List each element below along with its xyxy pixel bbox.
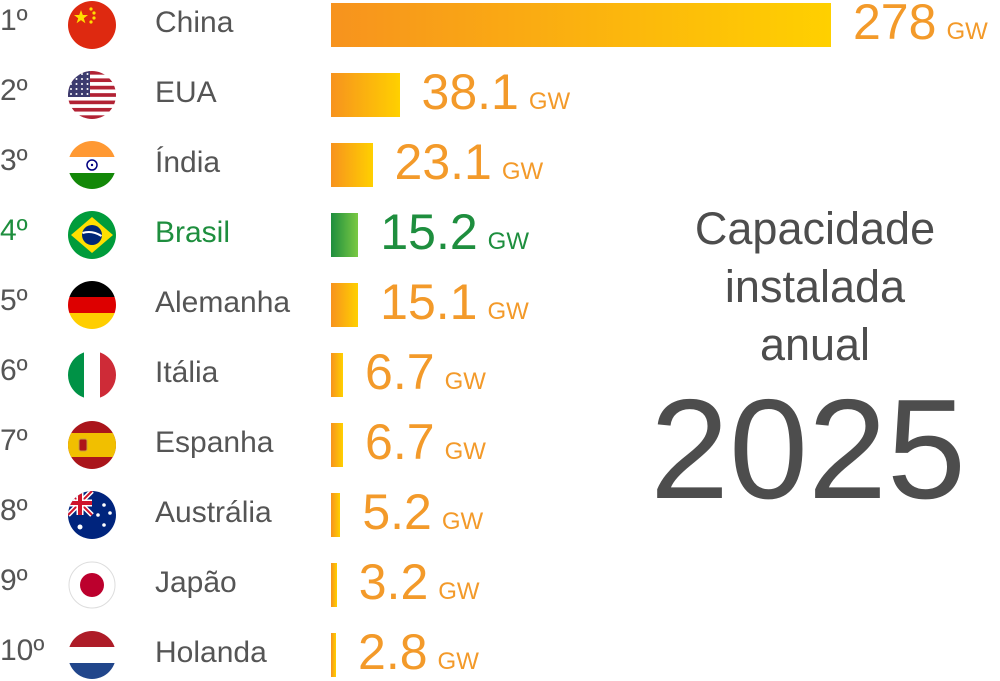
bar xyxy=(331,353,344,397)
bar xyxy=(331,283,359,327)
value-number: 15.1 xyxy=(380,274,478,330)
value-unit: GW xyxy=(528,88,571,115)
country-label: EUA xyxy=(155,76,217,109)
bar xyxy=(331,143,373,187)
value-number: 278 xyxy=(853,0,937,50)
value-unit: GW xyxy=(438,578,480,605)
value-unit: GW xyxy=(501,158,544,185)
country-label: China xyxy=(155,6,234,39)
country-label: Alemanha xyxy=(155,286,291,319)
value-label: 15.2 GW xyxy=(380,203,529,261)
value-number: 23.1 xyxy=(394,134,492,190)
rank-label: 3º xyxy=(0,144,28,177)
title-line-3: anual xyxy=(759,319,871,370)
value-label: 278 GW xyxy=(853,0,988,51)
italy-flag-icon xyxy=(68,351,116,399)
rank-label: 6º xyxy=(0,354,28,387)
rank-label: 8º xyxy=(0,494,28,527)
value-number: 5.2 xyxy=(362,484,432,540)
value-unit: GW xyxy=(487,228,529,255)
chart-title: Capacidade instalada anual xyxy=(640,200,990,374)
japan-flag-icon xyxy=(68,561,116,609)
chart-row: 6º Itália 6.7 GW xyxy=(0,344,1000,400)
rank-label: 7º xyxy=(0,424,28,457)
title-line-2: instalada xyxy=(724,261,906,312)
brazil-flag-icon xyxy=(68,211,116,259)
value-number: 6.7 xyxy=(365,344,435,400)
rank-label: 9º xyxy=(0,564,28,597)
chart-row: 5º Alemanha 15.1 GW xyxy=(0,274,1000,330)
bar xyxy=(331,73,400,117)
chart-row: 7º Espanha 6.7 GW xyxy=(0,414,1000,470)
country-label: Itália xyxy=(155,356,219,389)
value-label: 3.2 GW xyxy=(359,553,480,611)
value-unit: GW xyxy=(444,368,486,395)
value-number: 6.7 xyxy=(365,414,435,470)
chart-row: 1º China 278 GW xyxy=(0,0,1000,50)
value-number: 15.2 xyxy=(380,204,478,260)
rank-label: 4º xyxy=(0,214,28,247)
bar xyxy=(331,563,337,607)
bar xyxy=(331,213,359,257)
value-label: 38.1 GW xyxy=(422,63,571,121)
chart-row: 8º Austrália 5.2 GW xyxy=(0,484,1000,540)
value-number: 38.1 xyxy=(421,64,519,120)
value-label: 23.1 GW xyxy=(395,133,544,191)
australia-flag-icon xyxy=(68,491,116,539)
india-flag-icon xyxy=(68,141,116,189)
value-label: 6.7 GW xyxy=(365,413,486,471)
bar xyxy=(331,423,344,467)
chart-row: 9º Japão 3.2 GW xyxy=(0,554,1000,610)
value-label: 2.8 GW xyxy=(358,623,479,681)
rank-label: 5º xyxy=(0,284,28,317)
value-label: 15.1 GW xyxy=(380,273,529,331)
china-flag-icon xyxy=(68,1,116,49)
bar xyxy=(331,493,341,537)
country-label: Índia xyxy=(155,146,221,179)
country-label: Austrália xyxy=(155,496,272,529)
value-label: 5.2 GW xyxy=(362,483,483,541)
bar xyxy=(331,633,337,677)
value-number: 3.2 xyxy=(358,554,429,610)
value-unit: GW xyxy=(444,438,486,465)
chart-row: 10º Holanda 2.8 GW xyxy=(0,624,1000,680)
value-unit: GW xyxy=(437,648,479,675)
chart-row: 3º Índia 23.1 GW xyxy=(0,134,1000,190)
rank-label: 2º xyxy=(0,74,28,107)
netherlands-flag-icon xyxy=(68,631,116,679)
spain-flag-icon xyxy=(68,421,116,469)
usa-flag-icon xyxy=(68,71,116,119)
rank-label: 10º xyxy=(0,634,45,667)
value-unit: GW xyxy=(946,18,988,45)
country-label: Holanda xyxy=(155,636,267,669)
country-label: Japão xyxy=(155,566,237,599)
germany-flag-icon xyxy=(68,281,116,329)
country-label: Brasil xyxy=(155,216,231,249)
value-label: 6.7 GW xyxy=(365,343,486,401)
country-label: Espanha xyxy=(155,426,274,459)
title-line-1: Capacidade xyxy=(694,203,936,254)
value-number: 2.8 xyxy=(358,624,428,680)
value-unit: GW xyxy=(441,508,484,535)
bar xyxy=(331,3,831,47)
chart-row: 2º EUA 38.1 GW xyxy=(0,64,1000,120)
title-year: 2025 xyxy=(650,370,966,529)
value-unit: GW xyxy=(487,298,529,325)
chart-row: 4º Brasil 15.2 GW xyxy=(0,204,1000,260)
rank-label: 1º xyxy=(0,4,28,37)
